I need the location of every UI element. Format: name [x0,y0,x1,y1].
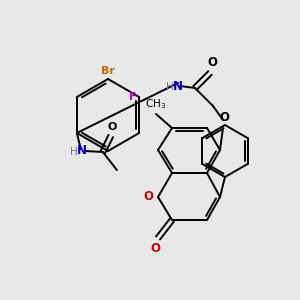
Text: O: O [150,242,160,255]
Text: O: O [143,190,153,203]
Text: CH$_3$: CH$_3$ [146,97,167,111]
Text: F: F [129,92,136,102]
Text: H: H [70,147,78,157]
Text: N: N [77,145,87,158]
Text: N: N [173,80,183,92]
Text: O: O [107,122,116,132]
Text: Br: Br [101,66,115,76]
Text: O: O [219,111,229,124]
Text: O: O [207,56,217,69]
Text: H: H [166,82,174,92]
